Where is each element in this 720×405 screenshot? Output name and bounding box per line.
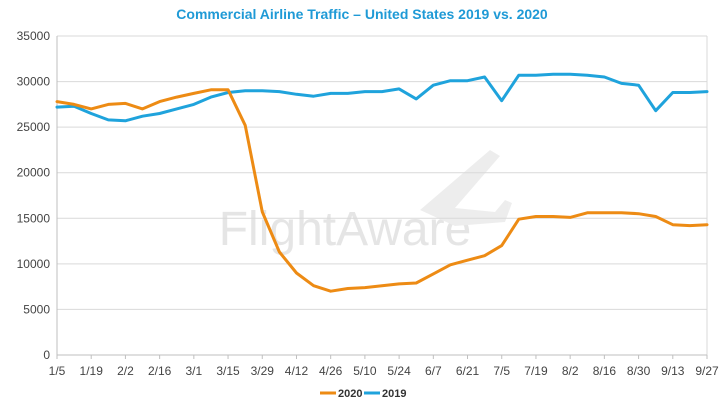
x-tick-label: 1/5	[49, 364, 66, 378]
watermark-plane-icon	[420, 150, 512, 226]
chart-title: Commercial Airline Traffic – United Stat…	[176, 6, 548, 22]
x-tick-label: 9/13	[661, 364, 685, 378]
x-tick-label: 5/10	[353, 364, 377, 378]
y-tick-label: 25000	[17, 120, 51, 134]
y-tick-label: 20000	[17, 166, 51, 180]
x-tick-label: 7/19	[524, 364, 548, 378]
series-line-2020	[55, 88, 709, 293]
y-tick-label: 0	[43, 348, 50, 362]
y-tick-label: 30000	[17, 75, 51, 89]
gridlines	[57, 35, 707, 310]
x-axis-ticks: 1/5 1/19 2/2 2/16 3/1 3/15 3/29 4/12 4/26 5/10 5/2…	[49, 355, 719, 378]
y-tick-label: 10000	[17, 257, 51, 271]
legend-label-2019: 2019	[382, 388, 406, 400]
x-tick-label: 5/24	[387, 364, 411, 378]
x-tick-label: 8/16	[593, 364, 617, 378]
x-tick-label: 6/7	[425, 364, 442, 378]
x-tick-label: 3/15	[216, 364, 240, 378]
x-tick-label: 4/26	[319, 364, 343, 378]
series-line-2019	[55, 72, 709, 123]
x-tick-label: 8/2	[562, 364, 579, 378]
legend-label-2020: 2020	[338, 388, 362, 400]
y-axis-ticks: 0 5000 10000 15000 20000 25000 30000 35000	[17, 29, 51, 362]
legend: 2020 2019	[320, 388, 406, 400]
y-tick-label: 5000	[23, 302, 50, 316]
x-tick-label: 9/27	[695, 364, 719, 378]
axes	[56, 36, 708, 356]
x-tick-label: 4/12	[285, 364, 309, 378]
x-tick-label: 7/5	[493, 364, 510, 378]
x-tick-label: 6/21	[456, 364, 480, 378]
x-tick-label: 3/29	[251, 364, 275, 378]
y-tick-label: 15000	[17, 211, 51, 225]
x-tick-label: 3/1	[185, 364, 202, 378]
flightaware-watermark: FlightAware	[219, 150, 512, 256]
y-tick-label: 35000	[17, 29, 51, 43]
x-tick-label: 1/19	[80, 364, 104, 378]
x-tick-label: 2/2	[117, 364, 134, 378]
x-tick-label: 8/30	[627, 364, 651, 378]
x-tick-label: 2/16	[148, 364, 172, 378]
series-lines	[55, 72, 709, 293]
